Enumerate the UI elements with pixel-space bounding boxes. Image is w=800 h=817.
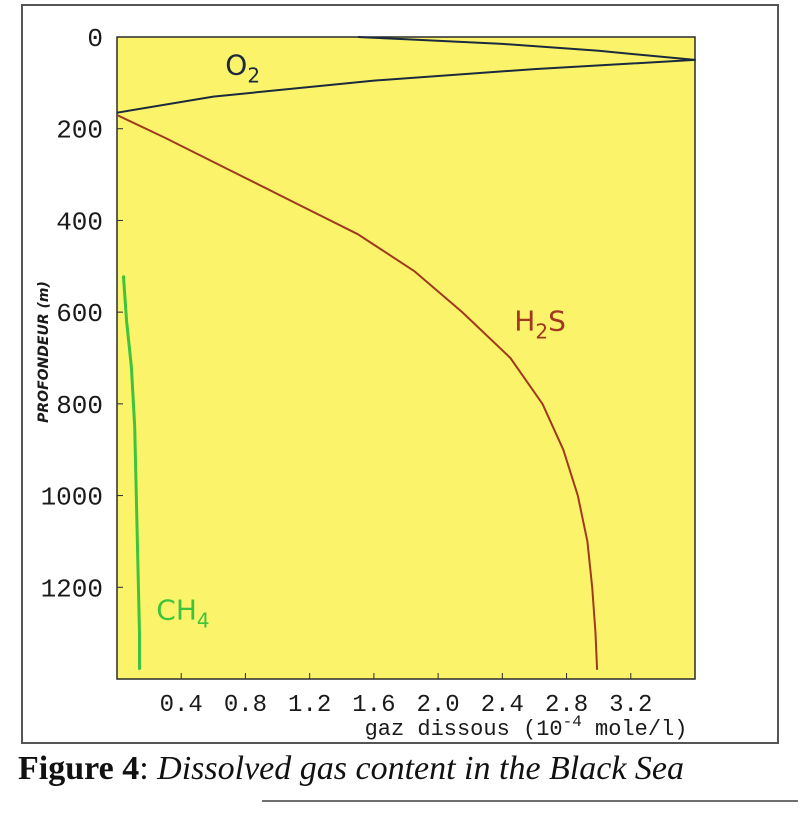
series-lines xyxy=(116,36,696,670)
figure-frame xyxy=(21,4,779,744)
y-tick-label: 200 xyxy=(56,116,103,146)
series-label-subscript: 2 xyxy=(247,64,260,88)
series-label-1: H2S xyxy=(514,304,566,343)
x-axis-label-exponent: -4 xyxy=(563,713,582,731)
caption-underline xyxy=(262,800,798,802)
series-label-subscript: 4 xyxy=(197,608,210,632)
figure-caption: Figure 4: Dissolved gas content in the B… xyxy=(18,750,798,788)
x-axis-label-unit: mole/l) xyxy=(582,717,688,742)
x-tick-label: 1.6 xyxy=(352,692,395,719)
caption-label: Figure 4 xyxy=(18,750,140,787)
y-tick-label: 1000 xyxy=(41,483,103,513)
x-tick-label: 1.2 xyxy=(288,692,331,719)
series-label-0: O2 xyxy=(225,49,260,88)
series-label-suffix: S xyxy=(548,304,566,337)
series-label-name: CH xyxy=(156,593,197,626)
plot-area xyxy=(116,36,696,680)
series-label-name: H xyxy=(514,304,535,337)
series-line-1 xyxy=(116,114,599,670)
x-tick-label: 2.4 xyxy=(481,692,524,719)
series-label-subscript: 2 xyxy=(535,319,548,343)
x-axis-label-text: gaz dissous (10 xyxy=(365,717,563,742)
y-tick-label: 400 xyxy=(56,207,103,237)
x-tick-label: 0.4 xyxy=(160,692,203,719)
caption-separator: : xyxy=(139,750,158,787)
x-axis-label: gaz dissous (10-4 mole/l) xyxy=(365,713,688,742)
x-tick-label: 0.8 xyxy=(224,692,267,719)
y-tick-label: 800 xyxy=(56,391,103,421)
tick-marks xyxy=(117,36,632,679)
y-axis-label: PROFONDEUR (m) xyxy=(36,281,52,423)
y-tick-label: 0 xyxy=(87,24,103,54)
x-tick-label: 2.8 xyxy=(545,692,588,719)
x-tick-label: 3.2 xyxy=(609,692,652,719)
series-line-2 xyxy=(121,275,141,670)
series-label-name: O xyxy=(225,49,247,82)
series-label-2: CH4 xyxy=(156,593,209,632)
dissolved-gas-chart: 0.4 0.8 1.2 1.6 2.0 2.4 2.8 3.2 0 200 400 600 800 100… xyxy=(21,4,779,744)
y-tick-label: 1200 xyxy=(41,574,103,604)
y-tick-label: 600 xyxy=(56,299,103,329)
caption-text: Dissolved gas content in the Black Sea xyxy=(157,750,685,787)
x-tick-label: 2.0 xyxy=(417,692,460,719)
series-line-0 xyxy=(116,36,696,114)
tick-labels: 0.4 0.8 1.2 1.6 2.0 2.4 2.8 3.2 0 200 400 600 800 100… xyxy=(41,24,653,719)
